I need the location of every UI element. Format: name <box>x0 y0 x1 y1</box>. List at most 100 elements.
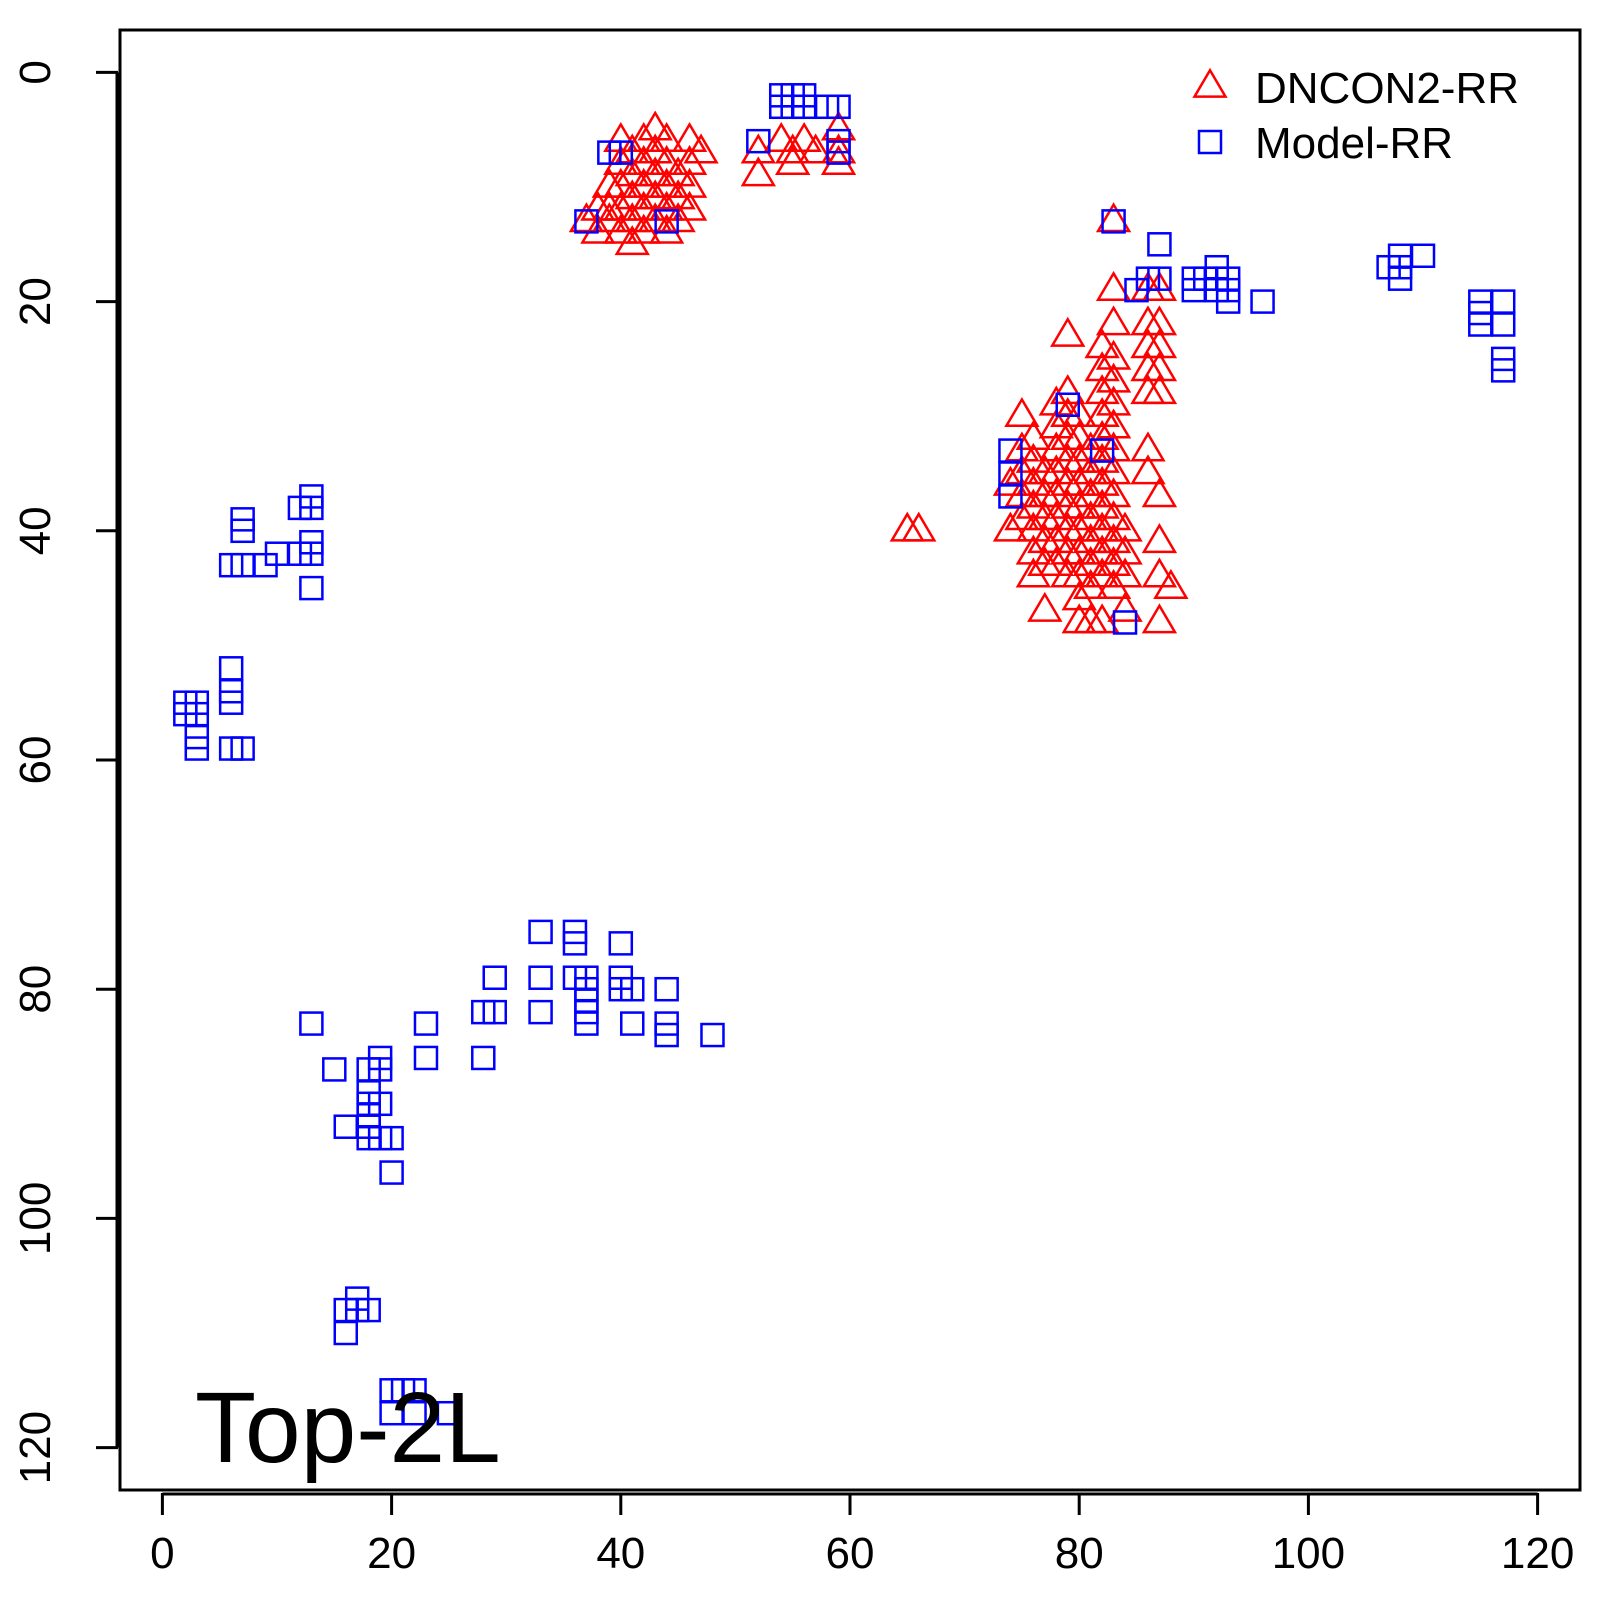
model-rr-point <box>826 140 851 165</box>
x-tick-label: 120 <box>1501 1529 1574 1578</box>
model-rr-point <box>333 1114 359 1139</box>
dncon2-rr-point <box>1084 419 1120 450</box>
model-rr-point <box>1410 243 1436 269</box>
dncon2-rr-point <box>626 121 662 153</box>
model-rr-point <box>413 1011 439 1036</box>
model-rr-point <box>1055 392 1080 417</box>
dncon2-rr-point <box>591 202 628 233</box>
model-rr-point <box>528 999 553 1025</box>
model-rr-point <box>230 518 255 544</box>
dncon2-rr-point <box>1095 477 1132 508</box>
dncon2-rr-point <box>901 511 937 542</box>
model-rr-point <box>1089 438 1115 463</box>
model-rr-point <box>574 1011 599 1036</box>
model-rr-point <box>1147 232 1172 257</box>
model-rr-point <box>218 690 244 715</box>
dncon2-rr-point <box>1061 534 1097 565</box>
dncon2-rr-point <box>1072 500 1109 531</box>
dncon2-rr-point <box>1141 557 1178 588</box>
dncon2-rr-point <box>1095 270 1132 302</box>
y-tick-label: 80 <box>11 965 60 1014</box>
dncon2-rr-point <box>1130 454 1166 485</box>
legend: DNCON2-RR Model-RR <box>1192 64 1519 168</box>
dncon2-rr-point <box>1107 511 1143 542</box>
model-rr-point <box>218 656 244 681</box>
dncon2-rr-point <box>1095 500 1132 531</box>
dncon2-rr-point <box>992 511 1029 542</box>
dncon2-rr-point <box>1084 488 1120 519</box>
dncon2-rr-point <box>1095 385 1132 416</box>
model-rr-point <box>367 1091 393 1117</box>
model-rr-point <box>620 976 645 1002</box>
dncon2-rr-point <box>1061 488 1097 519</box>
model-rr-point <box>299 495 324 521</box>
model-rr-point <box>299 575 324 601</box>
dncon2-rr-point <box>1072 523 1109 554</box>
plot-annotation: Top-2L <box>195 1372 501 1484</box>
dncon2-rr-point <box>637 133 673 164</box>
dncon2-rr-point <box>1141 270 1178 302</box>
dncon2-rr-point <box>603 167 639 198</box>
dncon2-rr-point <box>1084 374 1120 405</box>
model-rr-point <box>1387 266 1413 291</box>
x-tick-label: 100 <box>1272 1529 1345 1578</box>
model-rr-point <box>654 209 679 234</box>
dncon2-rr-point <box>637 156 673 187</box>
y-tick-label: 0 <box>11 60 60 84</box>
dncon2-rr-point <box>992 465 1029 496</box>
model-rr-point <box>379 1125 404 1151</box>
dncon2-rr-point <box>1095 362 1132 393</box>
x-tick-label: 80 <box>1055 1529 1104 1578</box>
model-rr-point <box>184 736 210 761</box>
model-rr-point <box>620 1011 645 1036</box>
dncon2-rr-point <box>1004 500 1040 531</box>
legend-marker <box>1197 129 1223 155</box>
dncon2-rr-point <box>763 121 799 153</box>
model-rr-point <box>356 1297 381 1323</box>
dncon2-rr-point <box>1072 568 1109 599</box>
dncon2-rr-point <box>1095 305 1132 336</box>
y-tick-label: 20 <box>11 277 60 326</box>
dncon2-rr-point <box>1061 465 1097 496</box>
dncon2-rr-point <box>671 190 708 221</box>
dncon2-rr-point <box>1107 534 1143 565</box>
dncon2-rr-point <box>626 213 662 244</box>
dncon2-rr-point <box>626 190 662 221</box>
model-rr-point <box>1112 610 1138 635</box>
model-rr-point <box>1147 266 1172 291</box>
dncon2-rr-point <box>648 190 685 221</box>
legend-label: Model-RR <box>1255 119 1453 168</box>
dncon2-rr-point <box>637 110 673 141</box>
series-model-rr <box>173 83 1516 1426</box>
model-rr-point <box>230 736 255 761</box>
x-tick-label: 40 <box>596 1529 645 1578</box>
model-rr-point <box>608 931 634 956</box>
dncon2-rr-point <box>671 121 708 153</box>
dncon2-rr-point <box>1072 477 1109 508</box>
legend-label: DNCON2-RR <box>1255 64 1519 113</box>
dncon2-rr-point <box>1095 454 1132 485</box>
model-rr-point <box>471 1045 496 1071</box>
dncon2-rr-point <box>1141 477 1178 508</box>
dncon2-rr-point <box>603 144 639 175</box>
dncon2-rr-point <box>1084 465 1120 496</box>
model-rr-point <box>1250 289 1275 314</box>
model-rr-point <box>1101 209 1126 234</box>
model-rr-point <box>322 1057 347 1082</box>
dncon2-rr-point <box>775 133 811 164</box>
dncon2-rr-point <box>1050 316 1086 347</box>
model-rr-point <box>1490 358 1516 383</box>
dncon2-rr-point <box>671 167 708 198</box>
model-rr-point <box>998 484 1023 509</box>
dncon2-rr-point <box>889 511 925 542</box>
dncon2-rr-point <box>1084 534 1120 565</box>
dncon2-rr-point <box>1141 305 1178 336</box>
model-rr-point <box>379 1160 404 1185</box>
dncon2-rr-point <box>1061 442 1097 473</box>
data-points <box>173 83 1516 1426</box>
dncon2-rr-point <box>1061 557 1097 588</box>
model-rr-point <box>367 1057 393 1082</box>
model-rr-point <box>826 94 851 120</box>
dncon2-rr-point <box>637 179 673 210</box>
